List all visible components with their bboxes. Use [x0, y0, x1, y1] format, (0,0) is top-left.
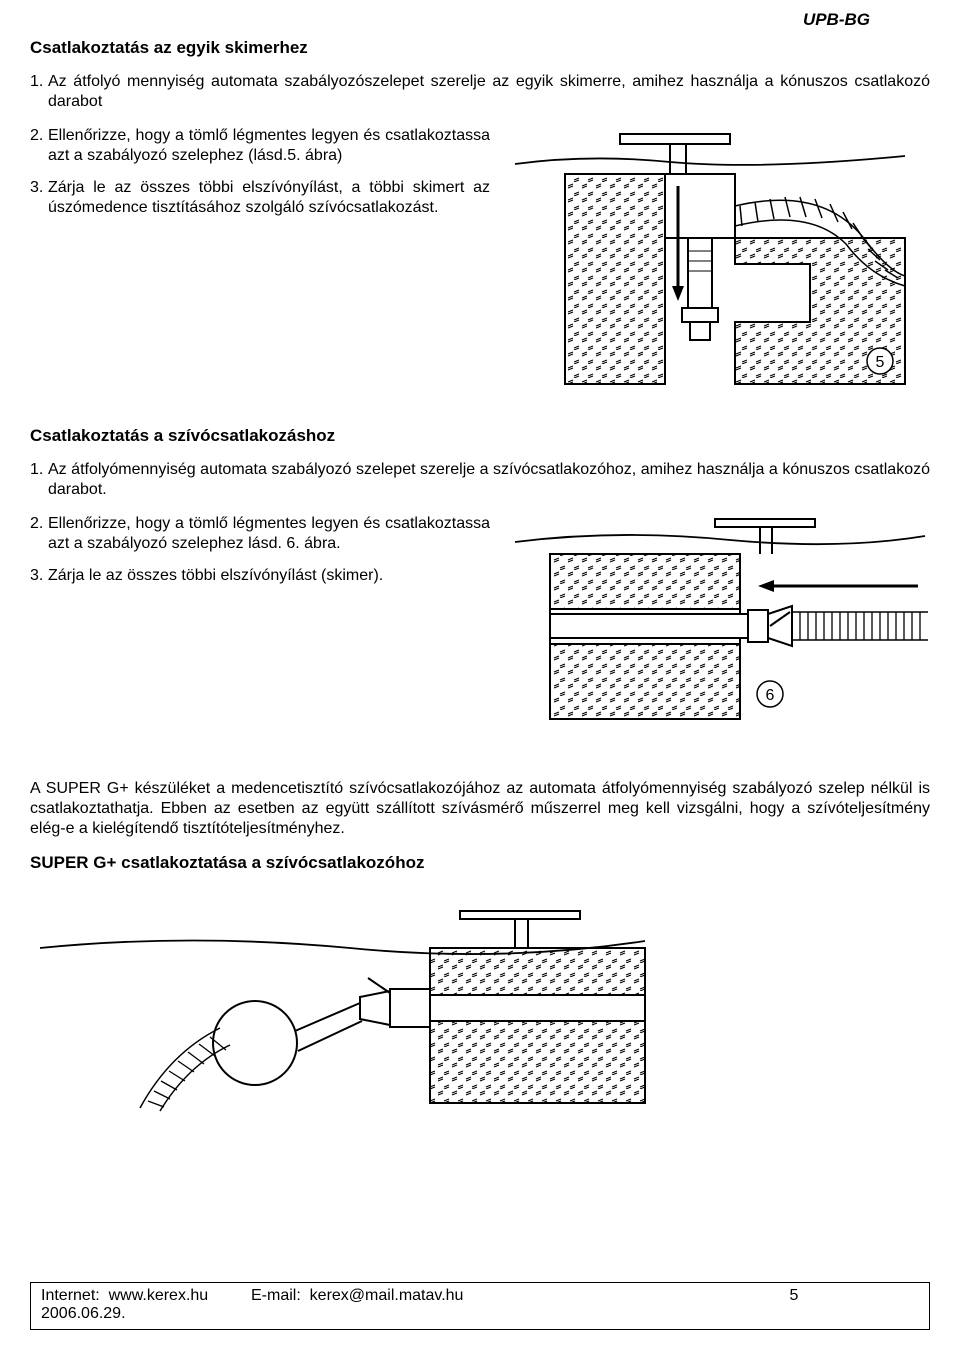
list-item: 2.Ellenőrizze, hogy a tömlő légmentes le…: [30, 126, 490, 166]
list-item: 2.Ellenőrizze, hogy a tömlő légmentes le…: [30, 514, 490, 554]
footer-internet-label: Internet:: [41, 1287, 100, 1304]
svg-text:6: 6: [766, 687, 775, 704]
list-item: 3.Zárja le az összes többi elszívónyílás…: [30, 178, 490, 218]
section-1-title: Csatlakoztatás az egyik skimerhez: [30, 38, 930, 58]
figure-7: [30, 893, 650, 1113]
footer-email-value: kerex@mail.matav.hu: [310, 1287, 464, 1304]
svg-text:5: 5: [876, 354, 885, 371]
figure-5: 5: [510, 126, 910, 396]
footer-email-label: E-mail:: [251, 1287, 301, 1304]
page-number: 5: [790, 1287, 799, 1304]
footer: Internet: www.kerex.hu 2006.06.29. E-mai…: [30, 1282, 930, 1330]
list-item: 3.Zárja le az összes többi elszívónyílás…: [30, 566, 490, 586]
section-2-title: Csatlakoztatás a szívócsatlakozáshoz: [30, 426, 930, 446]
section-1-list: 1.Az átfolyó mennyiség automata szabályo…: [30, 72, 930, 112]
figure-6: 6: [510, 514, 930, 729]
section-2-list-rest: 2.Ellenőrizze, hogy a tömlő légmentes le…: [30, 514, 490, 586]
section-1-list-rest: 2.Ellenőrizze, hogy a tömlő légmentes le…: [30, 126, 490, 218]
footer-date: 2006.06.29.: [41, 1305, 126, 1322]
section-3-title: SUPER G+ csatlakoztatása a szívócsatlako…: [30, 853, 930, 873]
section-2-item-1: 1.Az átfolyómennyiség automata szabályoz…: [30, 460, 930, 500]
list-item: 1.Az átfolyó mennyiség automata szabályo…: [30, 72, 930, 112]
list-item: 1.Az átfolyómennyiség automata szabályoz…: [30, 460, 930, 500]
section-3-para: A SUPER G+ készüléket a medencetisztító …: [30, 779, 930, 839]
doc-code: UPB-BG: [30, 10, 930, 30]
footer-internet-value: www.kerex.hu: [109, 1287, 209, 1304]
